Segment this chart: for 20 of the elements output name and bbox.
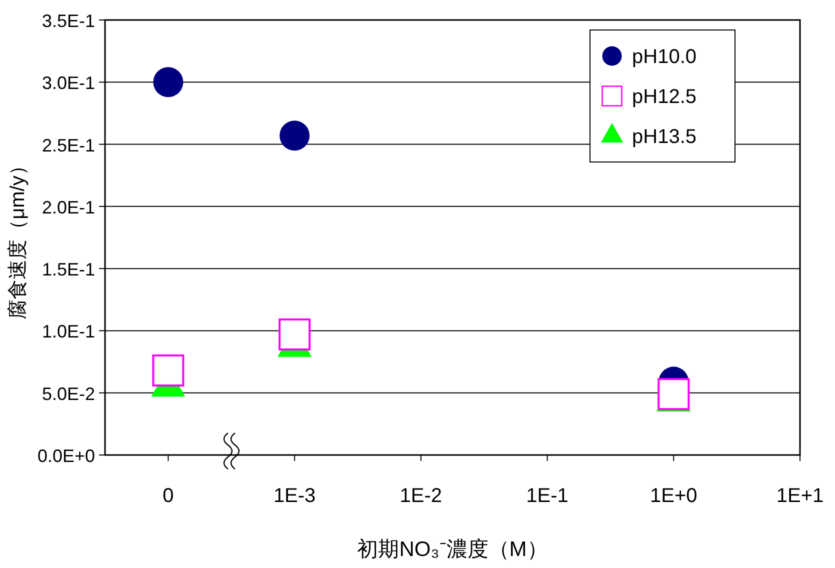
legend-label: pH10.0	[632, 46, 696, 68]
point	[153, 67, 184, 98]
y-tick-label: 1.0E-1	[42, 322, 95, 342]
legend-label: pH12.5	[632, 86, 696, 108]
y-tick-label: 5.0E-2	[42, 384, 95, 404]
y-axis-title: 腐食速度（μm/y）	[7, 156, 29, 320]
y-tick-label: 2.5E-1	[42, 135, 95, 156]
x-tick-label: 1E+1	[776, 485, 824, 507]
x-tick-label: 1E-2	[400, 485, 442, 507]
y-tick-label: 1.5E-1	[42, 260, 95, 280]
y-tick-label: 0.0E+0	[37, 446, 95, 466]
x-tick-label: 1E+0	[650, 485, 698, 507]
x-axis-title: 初期NO₃⁻濃度（M）	[357, 538, 548, 561]
x-tick-label: 1E-3	[273, 485, 316, 507]
y-tick-label: 3.5E-1	[42, 11, 95, 31]
y-tick-label: 3.0E-1	[42, 73, 95, 94]
x-tick-label: 1E-1	[526, 485, 568, 507]
legend-label: pH13.5	[632, 126, 696, 148]
y-tick-label: 2.0E-1	[42, 197, 95, 218]
x-tick-label: 0	[162, 485, 174, 507]
